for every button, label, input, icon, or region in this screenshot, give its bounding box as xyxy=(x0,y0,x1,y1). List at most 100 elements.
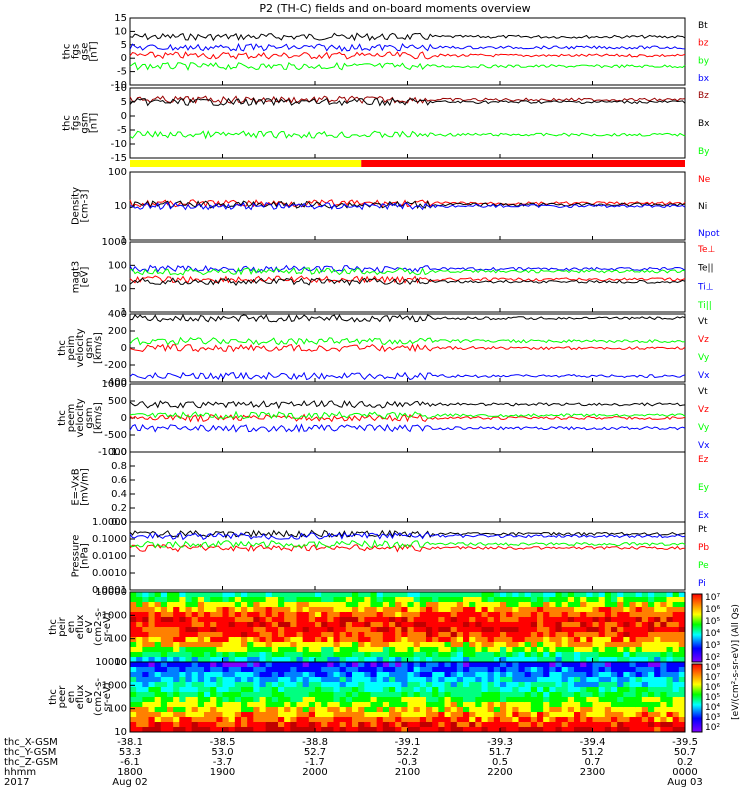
ephemeris-row-label: thc_X-GSM xyxy=(4,737,58,748)
colorbar-tick: 10⁷ xyxy=(705,673,720,683)
ylabel-line: fgs xyxy=(71,44,82,59)
series-line-Te⊥ xyxy=(129,275,686,284)
ytick-label: 5 xyxy=(121,97,127,108)
ephemeris-value: 2300 xyxy=(580,767,605,778)
ytick-label: -500 xyxy=(104,430,127,441)
ylabel-line: fgs xyxy=(71,115,82,130)
ylabel-line: eflux xyxy=(75,615,86,640)
legend-Pe: Pe xyxy=(698,561,709,571)
colorbar-tick: 10⁸ xyxy=(705,663,720,673)
ytick-label: 0 xyxy=(121,111,127,122)
panels-group: 151050-5-10thcfgsgse[nT]Btbzbybx1050-5-1… xyxy=(48,13,741,738)
series-line-Vz xyxy=(129,343,686,353)
series-line-Pb xyxy=(129,543,686,553)
ephemeris-value: -39.4 xyxy=(580,737,606,748)
ephemeris-value: 53.3 xyxy=(119,747,141,758)
series-line-bx xyxy=(129,42,686,52)
ephemeris-value: -3.7 xyxy=(213,757,233,768)
series-line-Npot xyxy=(129,201,686,211)
ephemeris-row-label: thc_Z-GSM xyxy=(4,757,58,768)
ephemeris-table: thc_X-GSM -38.1 -38.5 -38.8 -39.1 -39.3 -39.4 -… xyxy=(4,737,703,788)
legend-Te⊥: Te⊥ xyxy=(697,245,716,255)
ytick-label: -10 xyxy=(111,80,127,91)
colorbar-tick: 10² xyxy=(705,723,720,733)
ylabel-line: peir xyxy=(57,616,68,636)
ytick-label: 0.0010 xyxy=(92,568,127,579)
ytick-label: 10 xyxy=(114,201,127,212)
legend-Ey: Ey xyxy=(698,483,710,493)
ylabel-line: thc xyxy=(48,689,59,705)
ylabel-line: gsm xyxy=(84,337,95,358)
legend-Pi: Pi xyxy=(698,579,706,589)
ephemeris-value: 0.2 xyxy=(677,757,693,768)
ylabel-line: (cm2-s- xyxy=(93,678,104,716)
series-group-fgs-gse xyxy=(129,32,686,71)
ytick-label: -5 xyxy=(117,125,127,136)
ytick-label: 15 xyxy=(114,13,127,24)
ytick-label: 0.0 xyxy=(111,517,127,528)
series-line-Vt xyxy=(129,399,686,410)
ytick-label: 100 xyxy=(108,634,127,645)
series-group-pressure xyxy=(129,529,686,553)
ylabel-line: thc xyxy=(57,340,68,356)
ytick-label: -15 xyxy=(111,153,127,164)
ytick-label: 0.2 xyxy=(111,503,127,514)
ylabel-line: peim xyxy=(66,335,77,360)
series-group-fgs-gsm xyxy=(129,95,686,140)
ytick-label: 1.0 xyxy=(111,447,127,458)
ephemeris-value: 1800 xyxy=(117,767,142,778)
ylabel-line: gse xyxy=(80,43,91,61)
ytick-label: 10 xyxy=(114,657,127,668)
series-line-By xyxy=(129,130,686,140)
series-line-Vt xyxy=(129,313,686,323)
series-line-Bz xyxy=(129,95,686,105)
mode-segment-red xyxy=(361,160,685,167)
ylabel-line: velocity xyxy=(75,328,86,367)
series-line-by xyxy=(129,61,686,71)
series-line-Vx xyxy=(129,423,686,433)
ephemeris-value: -38.1 xyxy=(117,737,143,748)
ylabel-density: Density[cm-3] xyxy=(71,187,91,225)
colorbar-tick: 10⁵ xyxy=(705,617,720,627)
legend-Pb: Pb xyxy=(698,543,709,553)
legend-Vt: Vt xyxy=(698,387,708,397)
ylabel-line: [km/s] xyxy=(93,402,104,434)
colorbar-lower xyxy=(691,663,703,733)
legend-Bz: Bz xyxy=(698,91,709,101)
ylabel-line: en xyxy=(66,691,77,704)
ylabel-line: sr-eV) xyxy=(102,682,113,711)
ephemeris-value: Aug 03 xyxy=(667,777,702,788)
ytick-label: 5 xyxy=(121,40,127,51)
ylabel-temperature: magt3[eV] xyxy=(71,261,91,294)
ytick-label: 100 xyxy=(108,704,127,715)
ephemeris-value: 2200 xyxy=(487,767,512,778)
legend-Vz: Vz xyxy=(698,405,709,415)
series-line-Vy xyxy=(129,410,686,420)
series-line-Ti|| xyxy=(129,267,686,276)
ylabel-line: [eV] xyxy=(80,267,91,288)
series-line-Vz xyxy=(129,413,686,423)
ytick-label: -1000 xyxy=(98,447,127,458)
ytick-label: 1000 xyxy=(102,680,127,691)
series-line-Bt xyxy=(129,32,686,42)
ylabel-line: [nT] xyxy=(89,41,100,61)
legend-Vt: Vt xyxy=(698,317,708,327)
ylabel-line: magt3 xyxy=(71,261,82,294)
ytick-label: 200 xyxy=(108,326,127,337)
ephemeris-value: -38.8 xyxy=(302,737,328,748)
legend-Bx: Bx xyxy=(698,119,710,129)
ephemeris-value: -39.5 xyxy=(672,737,698,748)
ephemeris-value: -1.7 xyxy=(305,757,325,768)
colorbar-tick: 10⁴ xyxy=(705,703,720,713)
legend-by: by xyxy=(698,56,710,66)
mode-segment-yellow xyxy=(130,160,362,167)
series-group-temperature xyxy=(129,264,686,286)
ytick-label: 1.0000 xyxy=(92,517,127,528)
ephemeris-value: 0.7 xyxy=(585,757,601,768)
ytick-label: 100 xyxy=(108,260,127,271)
ytick-label: 500 xyxy=(108,396,127,407)
